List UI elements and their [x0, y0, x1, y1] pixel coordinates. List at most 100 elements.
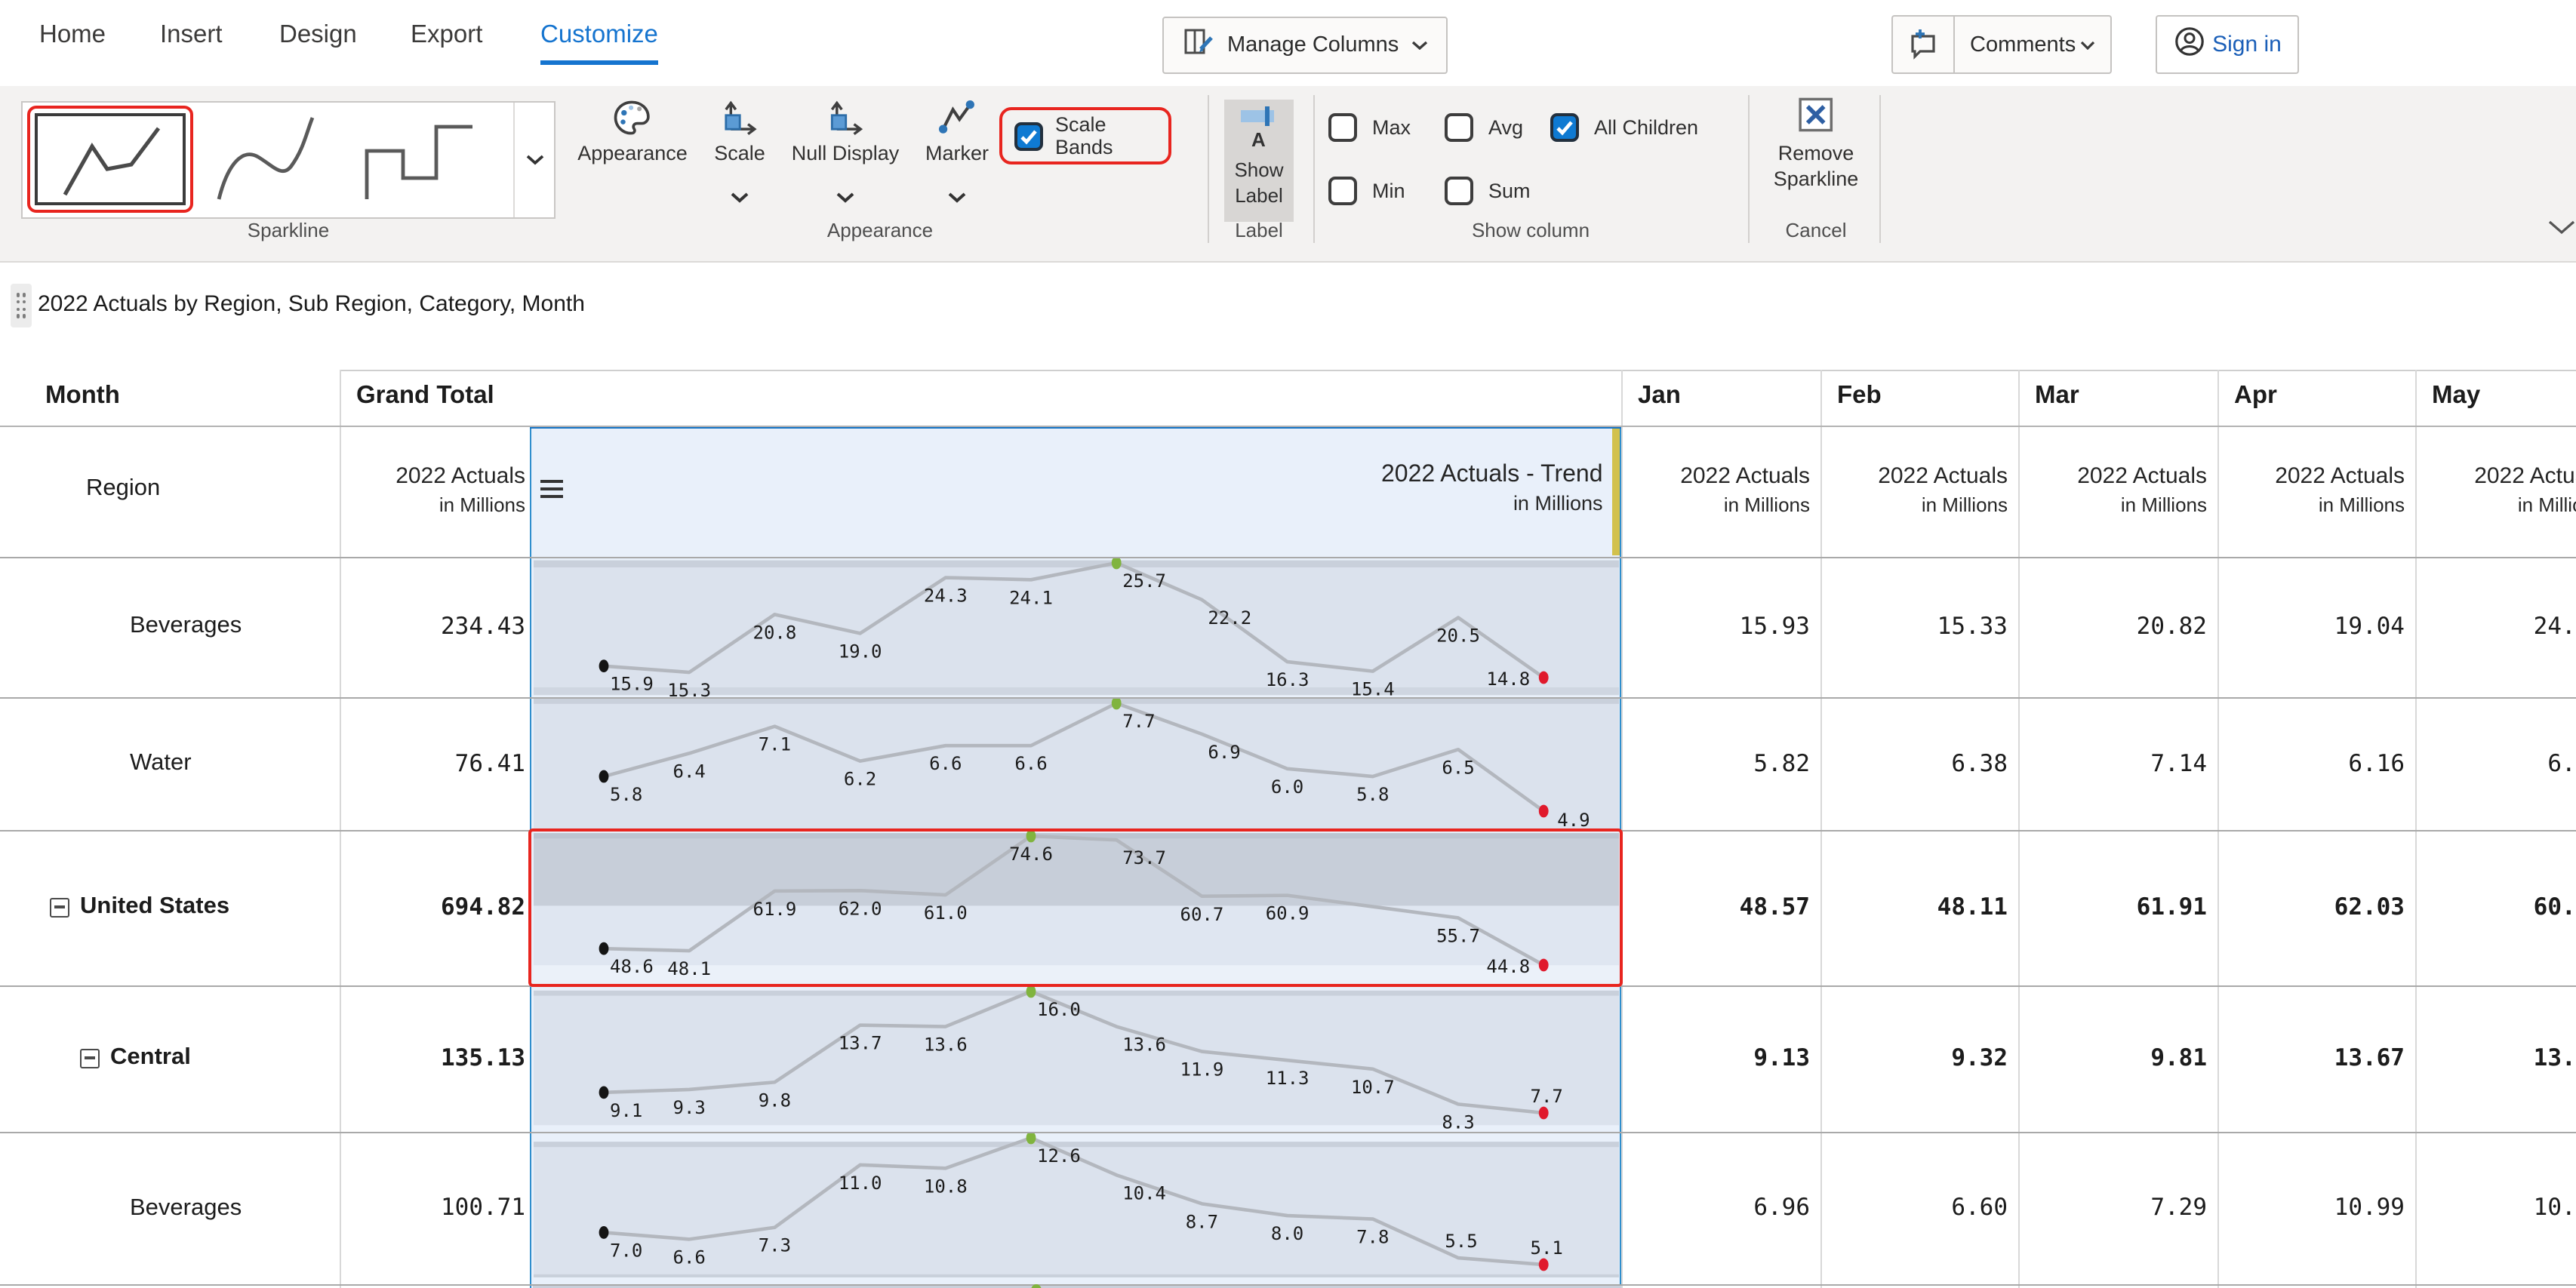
sparkline-water[interactable]: 5.86.47.16.26.66.67.76.96.05.86.54.9	[531, 696, 1621, 830]
manage-columns-button[interactable]: Manage Columns	[1162, 17, 1447, 74]
data-label: 6.2	[844, 768, 876, 789]
cell-value[interactable]: 20.82	[2026, 556, 2207, 696]
grand-total-value[interactable]: 694.82	[340, 830, 525, 985]
cell-value[interactable]: 15.93	[1629, 556, 1810, 696]
remove-x-icon	[1796, 95, 1836, 140]
region-header[interactable]: Region	[86, 475, 160, 503]
sparkline-style-smooth[interactable]	[204, 112, 337, 216]
trend-column-header[interactable]: 2022 Actuals - Trend in Millions	[530, 425, 1621, 556]
null-display-dropdown-chevron[interactable]	[836, 184, 855, 211]
column-header-grand-total[interactable]: Grand Total	[356, 382, 494, 410]
collapse-ribbon-chevron[interactable]	[2548, 216, 2575, 243]
data-label: 22.2	[1208, 607, 1251, 628]
sparkline-style-line[interactable]	[27, 106, 193, 213]
cell-value[interactable]: 5.82	[1629, 696, 1810, 830]
avg-checkbox[interactable]	[1445, 113, 1473, 142]
column-resize-strip[interactable]	[1613, 428, 1620, 555]
cell-value[interactable]: 62.03	[2224, 830, 2405, 985]
tab-bar: Home Insert Design Export Customize Mana…	[0, 0, 2576, 86]
chevron-down-icon	[525, 154, 544, 166]
collapse-icon[interactable]	[80, 1049, 100, 1068]
cell-value[interactable]: 15.33	[1827, 556, 2008, 696]
gallery-expand-button[interactable]	[513, 103, 554, 217]
column-header-apr[interactable]: Apr	[2234, 382, 2277, 410]
first-point-marker	[599, 1226, 609, 1239]
apr-measure-header: 2022 Actualsin Millions	[2217, 462, 2405, 518]
data-label: 7.1	[759, 733, 791, 755]
cell-value[interactable]: 9.81	[2026, 985, 2207, 1132]
last-point-marker	[1539, 1259, 1549, 1271]
cell-value[interactable]: 48.57	[1629, 830, 1810, 985]
null-display-button[interactable]: Null Display	[792, 98, 900, 164]
tab-customize[interactable]: Customize	[540, 21, 658, 65]
column-header-mar[interactable]: Mar	[2035, 382, 2079, 410]
data-label: 24.3	[924, 585, 968, 606]
cell-value[interactable]: 7.14	[2026, 696, 2207, 830]
comments-button[interactable]: Comments	[1891, 15, 2112, 74]
row-label-united-states[interactable]: United States	[50, 830, 229, 985]
remove-sparkline-button[interactable]: Remove Sparkline	[1774, 95, 1859, 192]
data-label: 6.6	[673, 1247, 706, 1268]
sparkline-style-step[interactable]	[352, 112, 485, 216]
cell-value[interactable]: 19.04	[2224, 556, 2405, 696]
tab-insert[interactable]: Insert	[160, 21, 223, 60]
show-label-button[interactable]: A Show Label	[1224, 100, 1294, 222]
row-label-beverages[interactable]: Beverages	[130, 1132, 242, 1284]
cell-value[interactable]: 24.26	[2423, 556, 2576, 696]
cell-value[interactable]: 61.91	[2026, 830, 2207, 985]
sparkline-beverages[interactable]: 15.915.320.819.024.324.125.722.216.315.4…	[531, 556, 1621, 696]
sparkline-beverages[interactable]: 7.06.67.311.010.812.610.48.78.07.85.55.1	[531, 1132, 1621, 1284]
grand-total-value[interactable]: 234.43	[340, 556, 525, 696]
column-header-feb[interactable]: Feb	[1837, 382, 1882, 410]
may-measure-header: 2022 Actualsin Millions	[2415, 462, 2576, 518]
cell-value[interactable]: 7.29	[2026, 1132, 2207, 1284]
cell-value[interactable]: 13.62	[2423, 985, 2576, 1132]
column-header-may[interactable]: May	[2432, 382, 2480, 410]
sparkline-central[interactable]: 9.19.39.813.713.616.013.611.911.310.78.3…	[531, 985, 1621, 1132]
cell-value[interactable]: 10.99	[2224, 1132, 2405, 1284]
data-label: 16.0	[1037, 998, 1081, 1019]
column-header-jan[interactable]: Jan	[1638, 382, 1681, 410]
data-label: 11.9	[1180, 1059, 1224, 1080]
sum-checkbox[interactable]	[1445, 177, 1473, 205]
column-header-month[interactable]: Month	[45, 382, 120, 410]
scale-dropdown-chevron[interactable]	[730, 184, 749, 211]
grand-total-value[interactable]: 100.71	[340, 1132, 525, 1284]
sign-in-button[interactable]: Sign in	[2156, 15, 2299, 74]
tab-export[interactable]: Export	[411, 21, 482, 60]
cell-value[interactable]: 6.38	[1827, 696, 2008, 830]
grand-total-value[interactable]: 135.13	[340, 985, 525, 1132]
chevron-down-icon	[1411, 41, 1427, 50]
cell-value[interactable]: 13.67	[2224, 985, 2405, 1132]
marker-button[interactable]: Marker	[925, 98, 989, 164]
cell-value[interactable]: 9.32	[1827, 985, 2008, 1132]
data-label: 5.8	[610, 783, 642, 804]
null-display-axes-icon	[826, 98, 865, 142]
cell-value[interactable]: 48.11	[1827, 830, 2008, 985]
scale-bands-checkbox[interactable]	[1014, 121, 1043, 150]
drag-handle-icon[interactable]	[11, 284, 32, 327]
row-label-water[interactable]: Water	[130, 696, 192, 830]
max-checkbox[interactable]	[1328, 113, 1357, 142]
row-label-beverages[interactable]: Beverages	[130, 556, 242, 696]
min-checkbox[interactable]	[1328, 177, 1357, 205]
appearance-button[interactable]: Appearance	[577, 98, 688, 164]
scale-band	[534, 560, 1619, 567]
max-point-marker	[1026, 1132, 1036, 1144]
row-label-central[interactable]: Central	[80, 985, 191, 1132]
grand-total-value[interactable]: 76.41	[340, 696, 525, 830]
tab-design[interactable]: Design	[279, 21, 357, 60]
cell-value[interactable]: 9.13	[1629, 985, 1810, 1132]
cell-value[interactable]: 6.16	[2224, 696, 2405, 830]
collapse-icon[interactable]	[50, 898, 69, 918]
tab-home[interactable]: Home	[39, 21, 106, 60]
marker-dropdown-chevron[interactable]	[947, 184, 967, 211]
cell-value[interactable]: 6.96	[1629, 1132, 1810, 1284]
hamburger-icon[interactable]	[539, 478, 565, 506]
cell-value[interactable]: 10.79	[2423, 1132, 2576, 1284]
cell-value[interactable]: 6.60	[1827, 1132, 2008, 1284]
scale-button[interactable]: Scale	[714, 98, 765, 164]
cell-value[interactable]: 60.95	[2423, 830, 2576, 985]
cell-value[interactable]: 6.57	[2423, 696, 2576, 830]
all-children-checkbox[interactable]	[1550, 113, 1579, 142]
